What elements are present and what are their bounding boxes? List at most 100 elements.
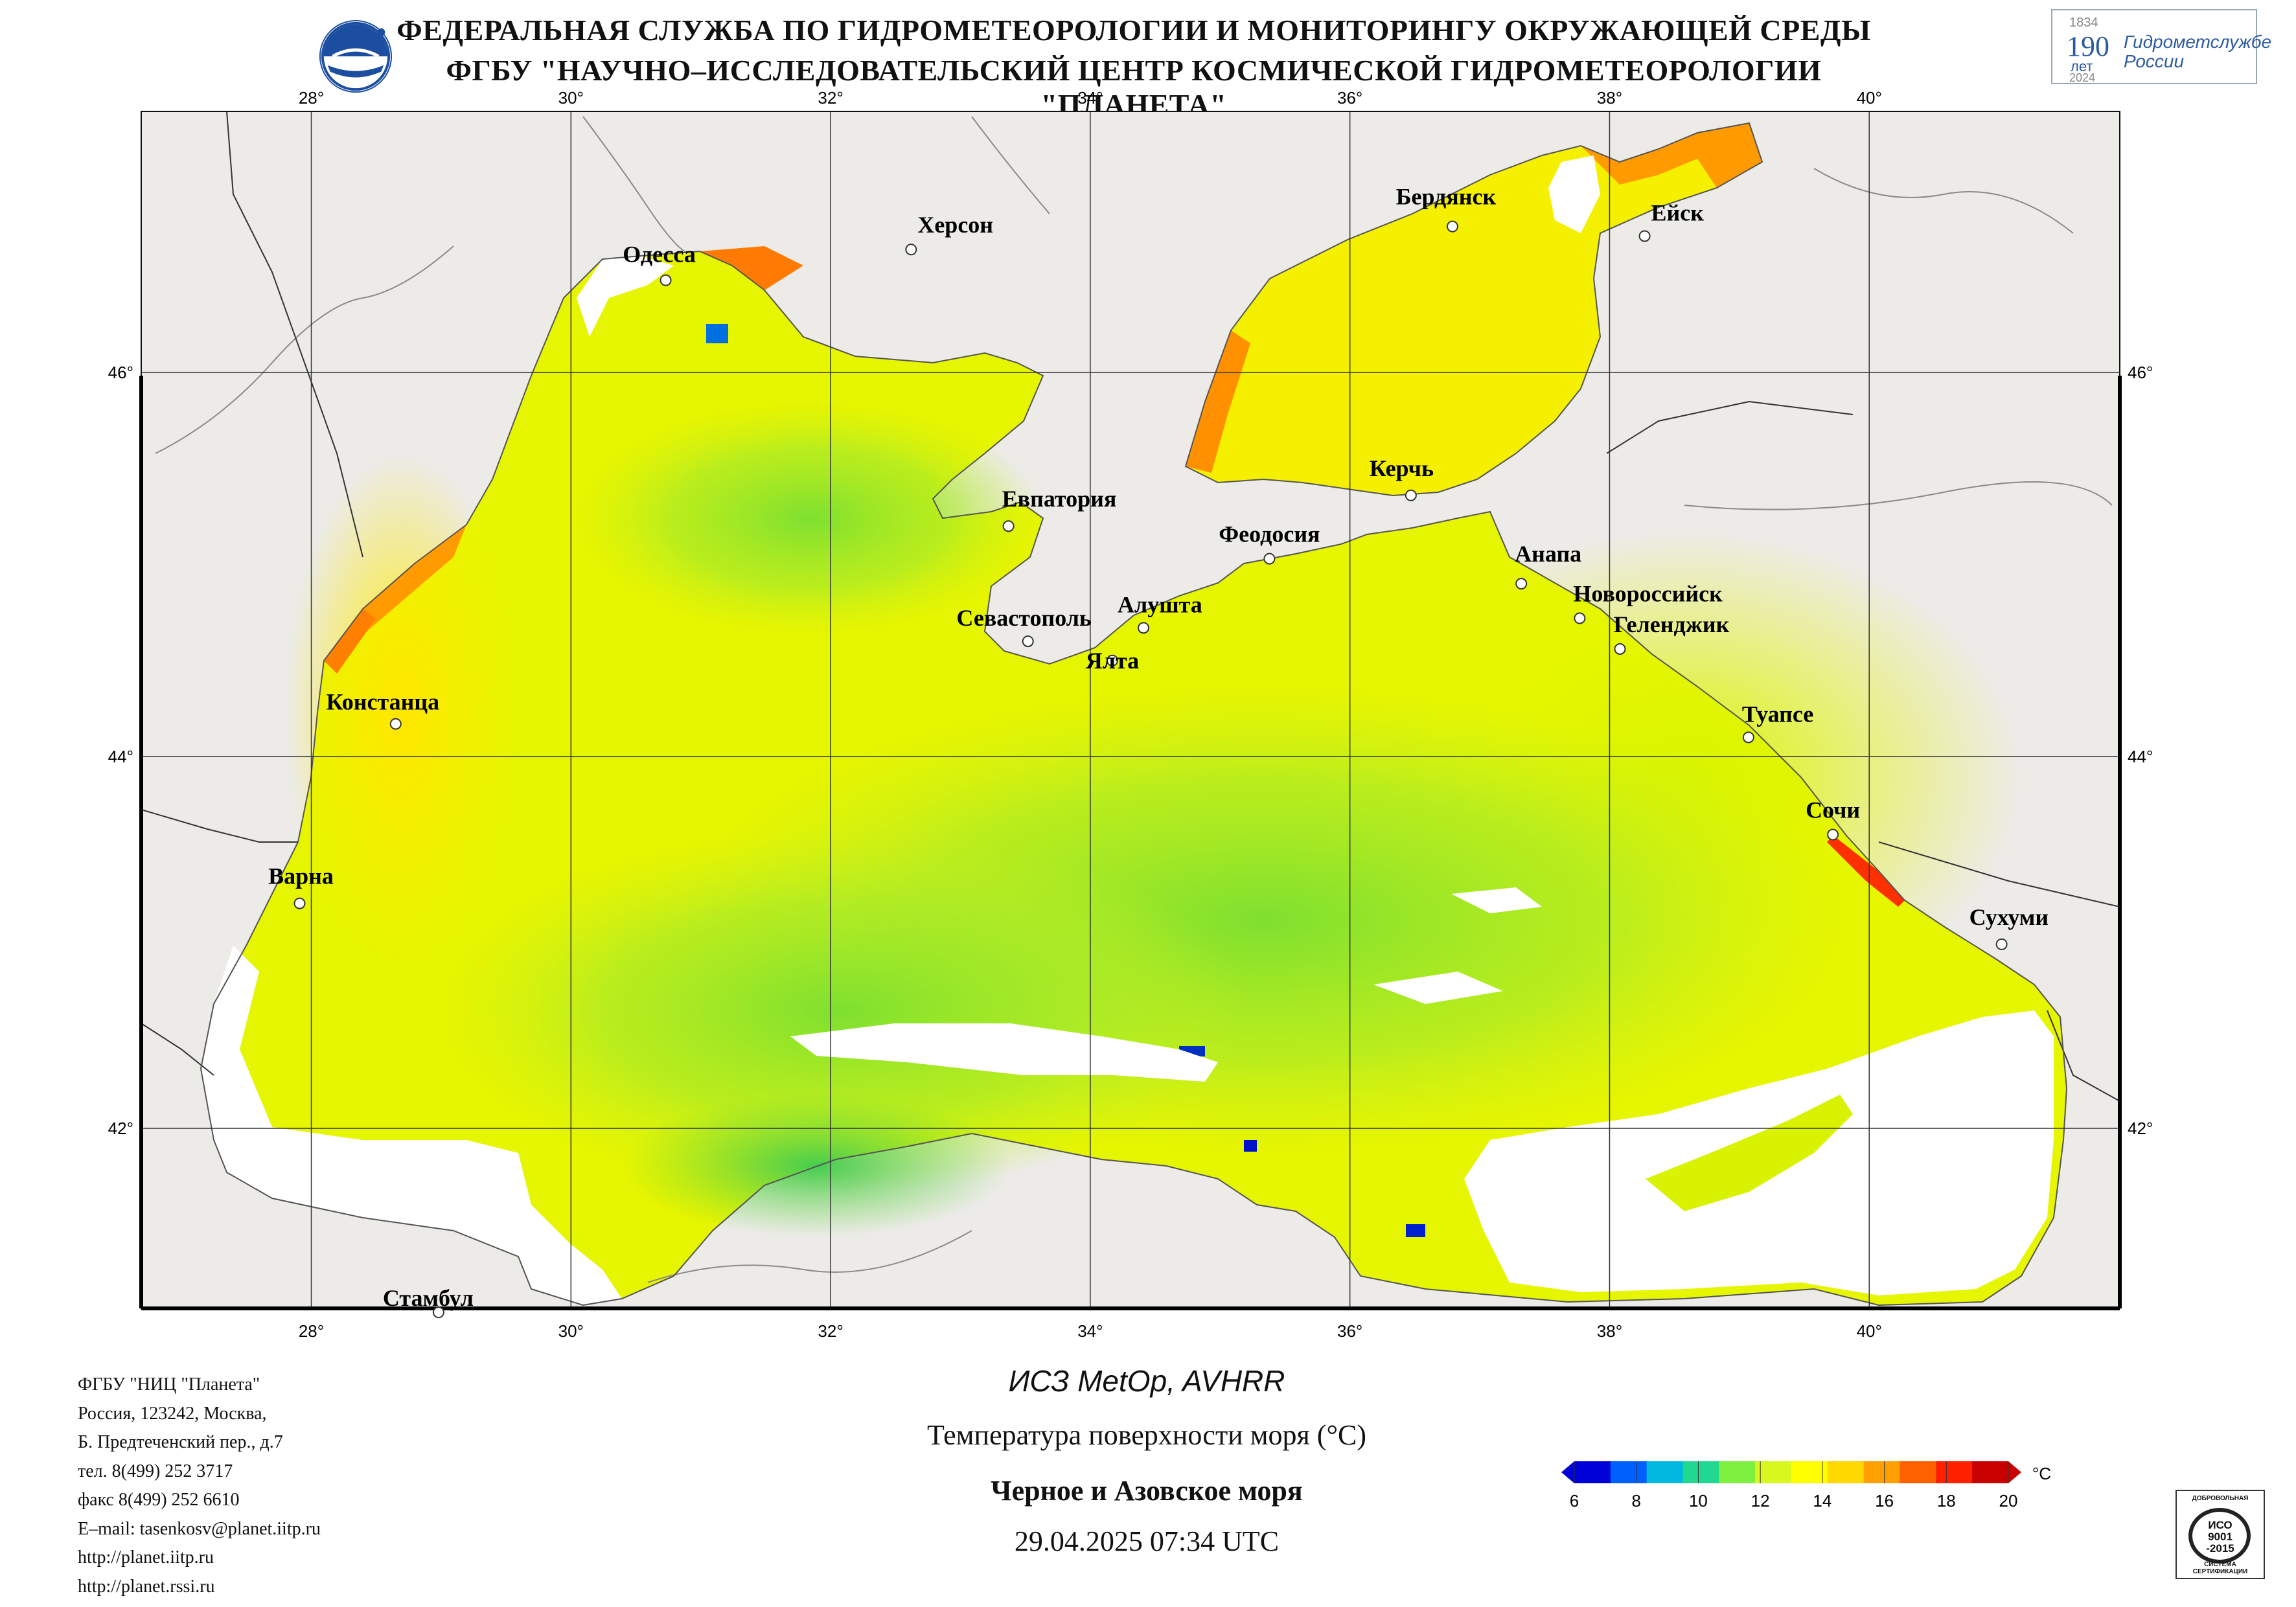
lat-tick-label: 44° — [108, 747, 133, 766]
colorbar-tick-label: 10 — [1689, 1491, 1708, 1510]
azov-sea-coastline — [1184, 122, 1763, 497]
info-line-fax: факс 8(499) 252 6610 — [78, 1490, 240, 1510]
info-line-phone: тел. 8(499) 252 3717 — [78, 1461, 233, 1481]
borders — [141, 111, 2120, 1102]
city-label: Бердянск — [1396, 184, 1497, 210]
sst-map: 28° 28° 30° 30° 32° 32° 34° 34° 36° 36° 38° 38° 40° 4… — [108, 88, 2153, 1341]
badge-number: 190 — [2067, 30, 2109, 62]
city-marker[interactable] — [1138, 622, 1150, 634]
cloud-mask-central-band — [790, 1023, 1218, 1082]
sst-west-coast — [285, 453, 518, 972]
colorbar-segment — [1827, 1461, 1865, 1483]
city-label: Феодосия — [1219, 521, 1320, 547]
info-line-url-1[interactable]: http://planet.iitp.ru — [78, 1547, 214, 1567]
lat-tick-label: 44° — [2128, 747, 2153, 766]
colorbar-tick-label: 12 — [1751, 1491, 1770, 1510]
city-label: Севастополь — [956, 605, 1092, 631]
lat-tick-label: 42° — [108, 1119, 133, 1138]
city-label: Анапа — [1515, 541, 1581, 567]
colorbar-segment — [1972, 1461, 2009, 1483]
colorbar-tick-label: 8 — [1631, 1491, 1640, 1510]
city-marker[interactable] — [1638, 230, 1651, 242]
city-marker[interactable] — [1995, 938, 2008, 950]
city-marker[interactable] — [1574, 612, 1586, 624]
city-label: Сочи — [1806, 797, 1860, 823]
city-label: Стамбул — [383, 1285, 474, 1311]
city-marker[interactable] — [1405, 489, 1417, 501]
lon-tick-label: 34° — [1077, 88, 1103, 108]
colorbar-tick-label: 6 — [1570, 1491, 1579, 1510]
header-line-1: ФЕДЕРАЛЬНАЯ СЛУЖБА ПО ГИДРОМЕТЕОРОЛОГИИ … — [396, 14, 1871, 47]
city-label: Ейск — [1651, 199, 1705, 225]
sensor-label: ИСЗ MetOp, AVHRR — [1008, 1364, 1285, 1398]
city-marker[interactable] — [660, 274, 672, 286]
sst-northwest-shelf — [577, 402, 1043, 635]
tick-labels: 28° 28° 30° 30° 32° 32° 34° 34° 36° 36° 38° 38° 40° 4… — [108, 88, 2153, 1341]
city-marker[interactable] — [1515, 578, 1528, 590]
info-line-country: Россия, 123242, Москва, — [78, 1403, 267, 1424]
warm-coast-northwest — [363, 525, 466, 635]
map-svg: 28° 28° 30° 30° 32° 32° 34° 34° 36° 36° 38° 38° 40° 4… — [108, 88, 2153, 1341]
lon-tick-label: 38° — [1597, 88, 1622, 108]
colorbar-tick-label: 18 — [1937, 1491, 1956, 1510]
iso-certification-logo: ДОБРОВОЛЬНАЯ ИСО 9001 -2015 СИСТЕМА СЕРТИФ… — [2175, 1490, 2265, 1579]
city-label: Туапсе — [1742, 701, 1813, 727]
colorbar-segment — [1791, 1461, 1828, 1483]
badge-year-top: 1834 — [2069, 16, 2098, 30]
header-line-2: ФГБУ "НАУЧНО–ИССЛЕДОВАТЕЛЬСКИЙ ЦЕНТР КОС… — [446, 54, 1822, 121]
lon-tick-label: 40° — [1857, 88, 1882, 108]
city-label: Новороссийск — [1573, 581, 1723, 607]
colorbar-segment — [1574, 1461, 1611, 1483]
warm-coast-sochi — [1827, 836, 1905, 907]
lon-tick-label: 40° — [1857, 1321, 1882, 1341]
lon-tick-label: 30° — [558, 1321, 584, 1341]
colorbar-segment — [1900, 1461, 1936, 1483]
city-marker[interactable] — [293, 897, 306, 909]
lat-tick-label: 46° — [2128, 363, 2153, 382]
datetime-label: 29.04.2025 07:34 UTC — [1014, 1525, 1280, 1557]
lon-tick-label: 34° — [1077, 1321, 1103, 1341]
colorbar-high-arrow — [2008, 1461, 2021, 1483]
graticule — [141, 111, 2120, 1308]
city-marker[interactable] — [389, 718, 402, 730]
warm-patch-southeast — [1646, 1095, 1853, 1211]
colorbar-segment — [1936, 1461, 1973, 1483]
cold-spot-south — [1244, 1140, 1257, 1152]
city-label: Геленджик — [1613, 611, 1729, 637]
city-marker[interactable] — [1002, 520, 1015, 532]
city-marker[interactable] — [1263, 553, 1276, 565]
warm-coast-azov-north — [1581, 123, 1762, 188]
colorbar: 6 8 10 12 14 16 18 20 °C — [1561, 1461, 2051, 1510]
city-marker[interactable] — [1827, 828, 1839, 841]
city-label: Одесса — [623, 242, 696, 268]
city-marker[interactable] — [905, 244, 917, 256]
city-label: Херсон — [917, 212, 993, 238]
colorbar-segment — [1646, 1461, 1683, 1483]
cloud-mask-mid-east — [1451, 887, 1542, 913]
product-label: Температура поверхности моря (°C) — [926, 1419, 1367, 1451]
colorbar-ticks: 6 8 10 12 14 16 18 20 — [1570, 1461, 2018, 1510]
cloud-mask-odessa — [577, 256, 674, 337]
city-marker[interactable] — [1446, 220, 1458, 233]
lon-tick-label: 32° — [818, 1321, 843, 1341]
city-marker[interactable] — [1106, 654, 1118, 667]
city-label: Констанца — [326, 689, 439, 715]
city-marker[interactable] — [1742, 731, 1754, 744]
lon-tick-label: 36° — [1337, 88, 1362, 108]
iso-bottom-text: СИСТЕМА СЕРТИФИКАЦИИ — [2192, 1561, 2248, 1575]
cloud-mask-east-strip — [1373, 972, 1503, 1004]
city-marker[interactable] — [1614, 643, 1626, 655]
warm-coast-constanta — [324, 609, 376, 674]
sst-central-west-zone — [441, 829, 1244, 1192]
contact-info: ФГБУ "НИЦ "Планета" Россия, 123242, Моск… — [78, 1371, 321, 1601]
colorbar-tick-label: 16 — [1875, 1491, 1894, 1510]
cloud-mask-southwest — [201, 946, 622, 1305]
colorbar-segment — [1863, 1461, 1900, 1483]
city-marker[interactable] — [1022, 635, 1034, 648]
info-line-url-2[interactable]: http://planet.rssi.ru — [78, 1576, 215, 1597]
anniversary-badge: 1834 190 лет 2024 Гидрометслужбе России — [2051, 9, 2271, 84]
badge-name: Гидрометслужбе России — [2124, 32, 2272, 71]
city-marker[interactable] — [432, 1306, 444, 1319]
lon-tick-label: 32° — [818, 88, 843, 108]
colorbar-tick-label: 20 — [1999, 1491, 2018, 1510]
